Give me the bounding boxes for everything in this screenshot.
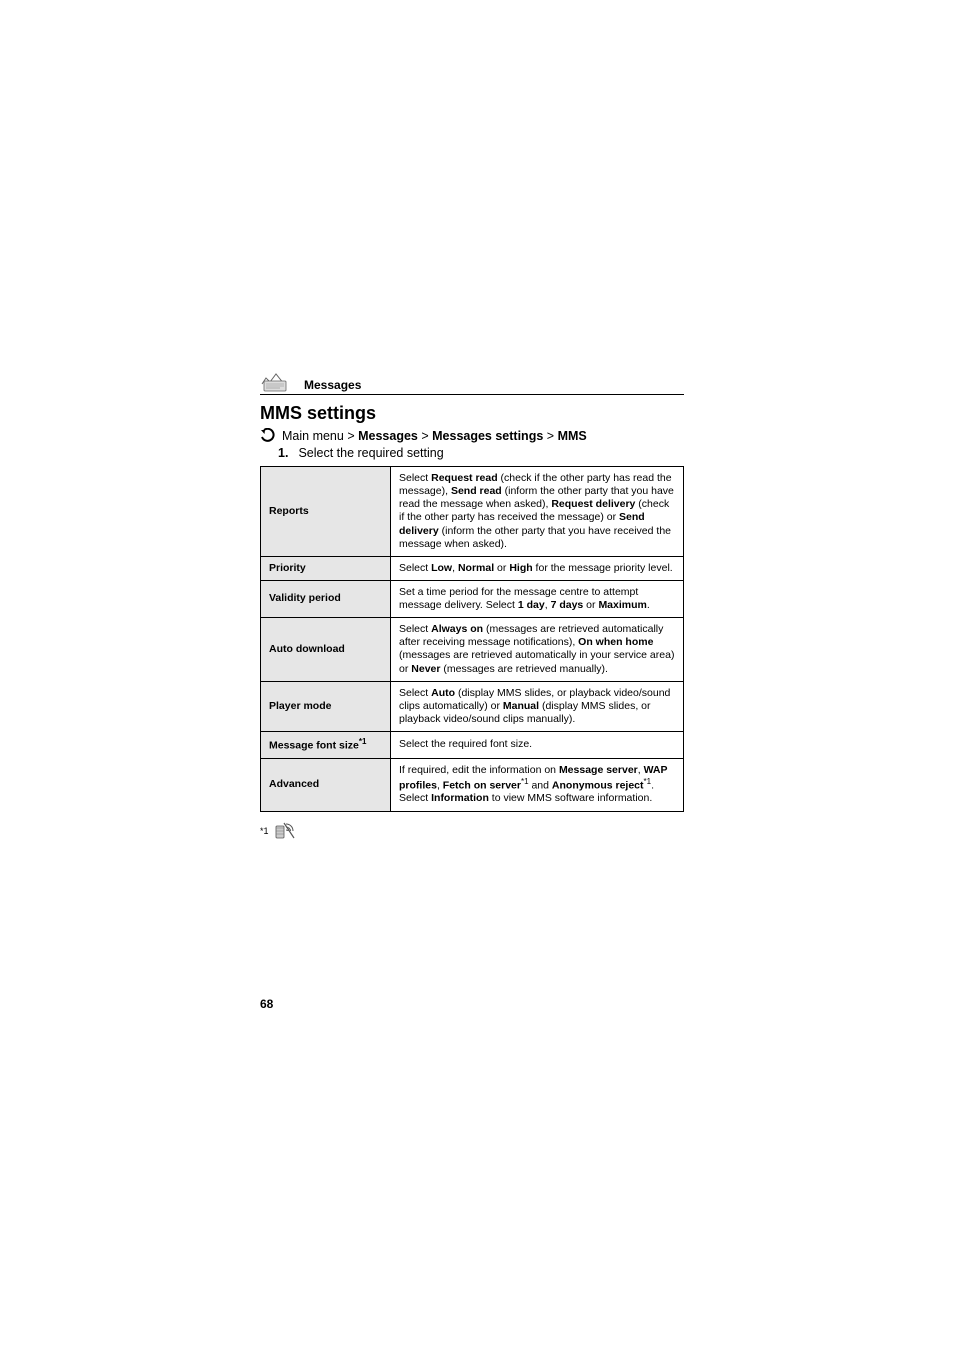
footnote-marker: *1 — [260, 826, 269, 836]
messages-header-icon — [260, 370, 290, 392]
setting-label: Auto download — [261, 618, 391, 682]
setting-description: Select Request read (check if the other … — [391, 467, 684, 557]
setting-label: Message font size*1 — [261, 732, 391, 759]
table-row: Player modeSelect Auto (display MMS slid… — [261, 681, 684, 731]
setting-description: Select Always on (messages are retrieved… — [391, 618, 684, 682]
setting-description: Set a time period for the message centre… — [391, 580, 684, 617]
page-number: 68 — [260, 997, 273, 1011]
sim-network-icon — [275, 822, 295, 840]
setting-label: Validity period — [261, 580, 391, 617]
step-number: 1. — [278, 446, 288, 460]
table-row: Message font size*1Select the required f… — [261, 732, 684, 759]
footnote: *1 — [260, 822, 684, 840]
table-row: ReportsSelect Request read (check if the… — [261, 467, 684, 557]
section-label: Messages — [304, 378, 361, 392]
table-row: PrioritySelect Low, Normal or High for t… — [261, 556, 684, 580]
setting-label: Priority — [261, 556, 391, 580]
table-row: AdvancedIf required, edit the informatio… — [261, 758, 684, 811]
setting-label: Reports — [261, 467, 391, 557]
table-row: Validity periodSet a time period for the… — [261, 580, 684, 617]
setting-description: If required, edit the information on Mes… — [391, 758, 684, 811]
setting-description: Select Auto (display MMS slides, or play… — [391, 681, 684, 731]
breadcrumb: Main menu > Messages > Messages settings… — [260, 428, 684, 444]
breadcrumb-item: Messages settings — [432, 429, 543, 443]
breadcrumb-arrow-icon — [260, 428, 276, 444]
breadcrumb-item: MMS — [558, 429, 587, 443]
setting-description: Select the required font size. — [391, 732, 684, 759]
setting-label: Player mode — [261, 681, 391, 731]
table-row: Auto downloadSelect Always on (messages … — [261, 618, 684, 682]
setting-description: Select Low, Normal or High for the messa… — [391, 556, 684, 580]
step-1: 1. Select the required setting — [278, 446, 684, 460]
page-title: MMS settings — [260, 403, 684, 424]
breadcrumb-text: Main menu > Messages > Messages settings… — [282, 429, 587, 443]
step-text: Select the required setting — [298, 446, 443, 460]
settings-table: ReportsSelect Request read (check if the… — [260, 466, 684, 812]
breadcrumb-item: Messages — [358, 429, 418, 443]
setting-label: Advanced — [261, 758, 391, 811]
header-row: Messages — [260, 370, 684, 395]
